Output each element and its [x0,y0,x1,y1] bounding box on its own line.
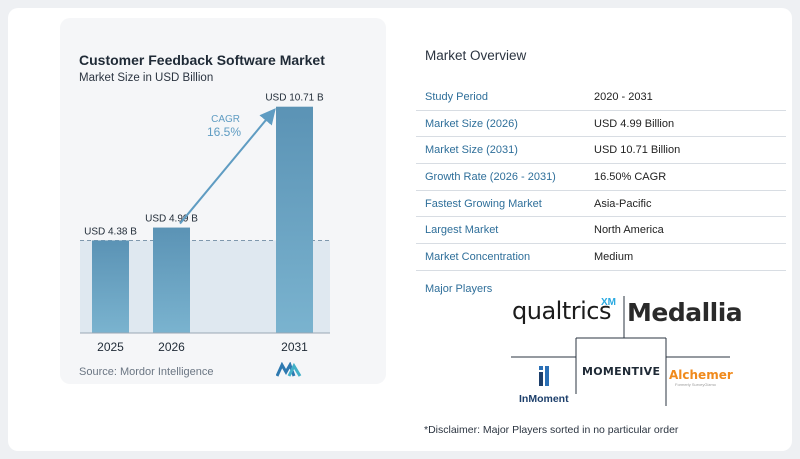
inmoment-icon [539,366,549,386]
x-tick-label: 2025 [97,340,124,354]
overview-row-label: Growth Rate (2026 - 2031) [425,170,556,183]
cagr-arrow [179,108,276,225]
bar-value-label: USD 10.71 B [265,93,324,104]
cagr-value: 16.5% [207,125,241,139]
cagr-label: CAGR [211,114,240,125]
overview-row-value: Asia-Pacific [594,197,652,210]
overview-row: Study Period 2020 - 2031 [416,84,786,111]
chart-title: Customer Feedback Software Market [79,52,325,68]
chart-subtitle: Market Size in USD Billion [79,72,214,84]
x-tick-label: 2031 [281,340,308,354]
inmoment-logo: InMoment [519,393,569,405]
overview-row-value: Medium [594,250,634,263]
market-overview-table: Study Period 2020 - 2031 Market Size (2026… [416,84,786,271]
medallia-logo: Medallia [627,298,743,327]
overview-row-value: USD 4.99 Billion [594,117,675,130]
disclaimer: *Disclaimer: Major Players sorted in no … [424,424,679,436]
overview-row-value: 2020 - 2031 [594,90,653,103]
mordor-intelligence-logo [276,362,302,377]
qualtrics-logo: qualtrics [512,297,611,325]
overview-row: Growth Rate (2026 - 2031) 16.50% CAGR [416,164,786,191]
overview-row: Largest Market North America [416,217,786,245]
alchemer-tagline: Formerly SurveyGizmo [675,382,716,387]
alchemer-logo: Alchemer [669,368,733,382]
bar-value-label: USD 4.99 B [145,214,198,225]
bar-value-label: USD 4.38 B [84,226,137,237]
overview-row: Market Size (2031) USD 10.71 Billion [416,137,786,165]
overview-row: Market Size (2026) USD 4.99 Billion [416,111,786,138]
overview-row-label: Study Period [425,90,488,103]
bar [92,240,129,333]
qualtrics-xm-mark: XM [601,297,616,308]
overview-row-value: 16.50% CAGR [594,170,667,183]
market-overview-title: Market Overview [425,48,527,63]
overview-row: Fastest Growing Market Asia-Pacific [416,191,786,218]
market-size-chart: USD 4.38 B 2025 USD 4.99 B 2026 USD 10.71 B 2… [80,93,330,354]
overview-row: Market Concentration Medium [416,244,786,271]
major-players-title: Major Players [425,283,493,295]
bar [153,227,190,333]
overview-row-label: Market Concentration [425,250,531,263]
bar [276,106,313,333]
overview-row-value: USD 10.71 Billion [594,144,681,157]
overview-row-label: Market Size (2026) [425,117,518,130]
overview-row-value: North America [594,224,664,237]
overview-row-label: Fastest Growing Market [425,197,542,210]
overview-row-label: Largest Market [425,224,499,237]
overview-row-label: Market Size (2031) [425,144,518,157]
x-tick-label: 2026 [158,340,185,354]
momentive-logo: MOMENTIVE [582,365,661,378]
source-note: Source: Mordor Intelligence [79,366,214,378]
